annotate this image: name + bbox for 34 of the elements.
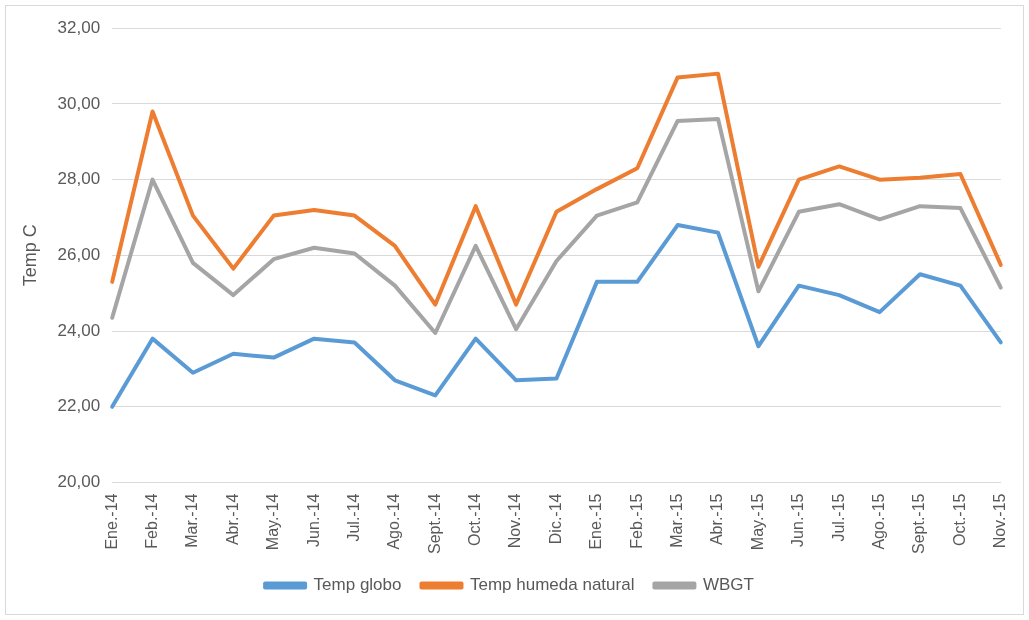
x-tick-label: Abr.-14 xyxy=(223,493,241,546)
x-tick-label: Mar.-15 xyxy=(668,493,686,548)
x-tick-label: Oct.-14 xyxy=(466,493,484,546)
x-tick-label: Ago.-15 xyxy=(870,493,888,550)
y-axis-title: Temp C xyxy=(19,224,40,287)
x-tick-label: Dic.-14 xyxy=(546,493,564,545)
legend-label: WBGT xyxy=(702,575,754,595)
x-tick-label: May.-15 xyxy=(748,493,766,551)
x-tick-label: Abr.-15 xyxy=(708,493,726,546)
y-tick-label: 30,00 xyxy=(57,93,101,113)
x-tick-label: Sept.-15 xyxy=(910,493,928,554)
x-tick-label: Nov.-15 xyxy=(991,493,1009,549)
x-tick-label: Feb.-14 xyxy=(142,493,160,549)
y-tick-label: 24,00 xyxy=(57,320,101,340)
y-tick-label: 32,00 xyxy=(57,17,101,37)
x-tick-label: Jun.-14 xyxy=(304,493,322,547)
y-tick-label: 28,00 xyxy=(57,169,101,189)
x-tick-label: Jun.-15 xyxy=(789,493,807,547)
x-tick-label: Sept.-14 xyxy=(425,493,443,554)
x-tick-label: Ene.-14 xyxy=(102,493,120,550)
x-tick-label: Mar.-14 xyxy=(183,493,201,548)
x-tick-label: Ene.-15 xyxy=(587,493,605,550)
legend-label: Temp globo xyxy=(313,575,402,595)
y-tick-label: 22,00 xyxy=(57,396,101,416)
y-tick-label: 20,00 xyxy=(57,472,101,492)
x-tick-label: Oct.-15 xyxy=(950,493,968,546)
x-tick-label: Jul.-14 xyxy=(344,493,362,542)
legend-label: Temp humeda natural xyxy=(469,575,635,595)
x-tick-label: May.-14 xyxy=(264,493,282,551)
x-tick-label: Feb.-15 xyxy=(627,493,645,549)
x-tick-label: Jul.-15 xyxy=(829,493,847,542)
x-tick-label: Ago.-14 xyxy=(385,493,403,550)
y-tick-label: 26,00 xyxy=(57,245,101,265)
x-tick-label: Nov.-14 xyxy=(506,493,524,549)
